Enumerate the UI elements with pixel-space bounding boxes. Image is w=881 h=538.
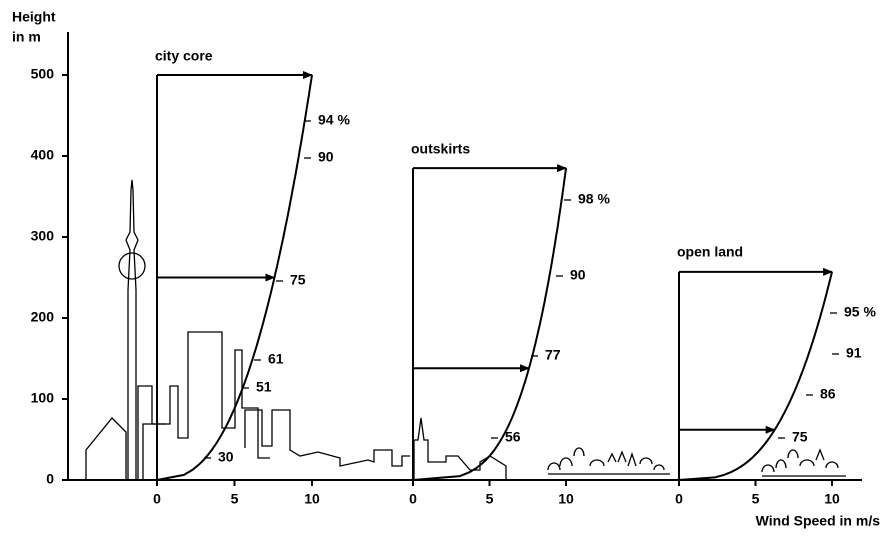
- profile-label: 94 %: [318, 112, 350, 128]
- buildings: [413, 417, 507, 480]
- wind-profile-curve: [678, 271, 833, 481]
- building: [85, 417, 127, 480]
- profile-label: 75: [792, 429, 808, 445]
- trees: [761, 448, 846, 477]
- profile-label: 61: [268, 351, 284, 367]
- profile-label: 75: [290, 272, 306, 288]
- buildings: [244, 409, 410, 467]
- x-tick-label: 10: [304, 491, 320, 507]
- profile-title: outskirts: [411, 141, 470, 157]
- tv-tower: [125, 179, 139, 480]
- building: [142, 423, 166, 480]
- profile-label: 77: [545, 347, 561, 363]
- tv-tower-sphere: [118, 252, 146, 280]
- y-tick-label: 500: [31, 66, 55, 82]
- profile-label: 91: [846, 345, 862, 361]
- profile-label: 95 %: [844, 304, 876, 320]
- profile-label: 30: [218, 449, 234, 465]
- y-tick-label: 300: [31, 228, 55, 244]
- x-tick-label: 5: [486, 491, 494, 507]
- wind-profile-curve: [412, 167, 567, 481]
- profile-label: 90: [570, 267, 586, 283]
- axes: [67, 32, 862, 481]
- profile-title: open land: [677, 244, 743, 260]
- y-tick-label: 200: [31, 309, 55, 325]
- x-tick-label: 0: [675, 491, 683, 507]
- skyline: [85, 179, 846, 480]
- profile-label: 56: [505, 429, 521, 445]
- y-axis-label: in m: [12, 29, 41, 45]
- y-tick-label: 100: [31, 390, 55, 406]
- x-tick-label: 0: [409, 491, 417, 507]
- x-tick-label: 10: [824, 491, 840, 507]
- x-tick-label: 5: [752, 491, 760, 507]
- profile-title: city core: [155, 48, 213, 64]
- x-tick-label: 0: [153, 491, 161, 507]
- x-tick-label: 5: [231, 491, 239, 507]
- x-tick-label: 10: [558, 491, 574, 507]
- y-tick-label: 400: [31, 147, 55, 163]
- wind-profile-curve: [156, 74, 313, 481]
- y-tick-label: 0: [46, 471, 54, 487]
- x-axis-label: Wind Speed in m/s: [756, 513, 881, 529]
- profile-label: 98 %: [578, 191, 610, 207]
- y-axis-label: Height: [12, 9, 56, 25]
- profile-label: 51: [256, 379, 272, 395]
- profile-label: 86: [820, 386, 836, 402]
- profile-label: 90: [318, 149, 334, 165]
- trees: [547, 447, 670, 475]
